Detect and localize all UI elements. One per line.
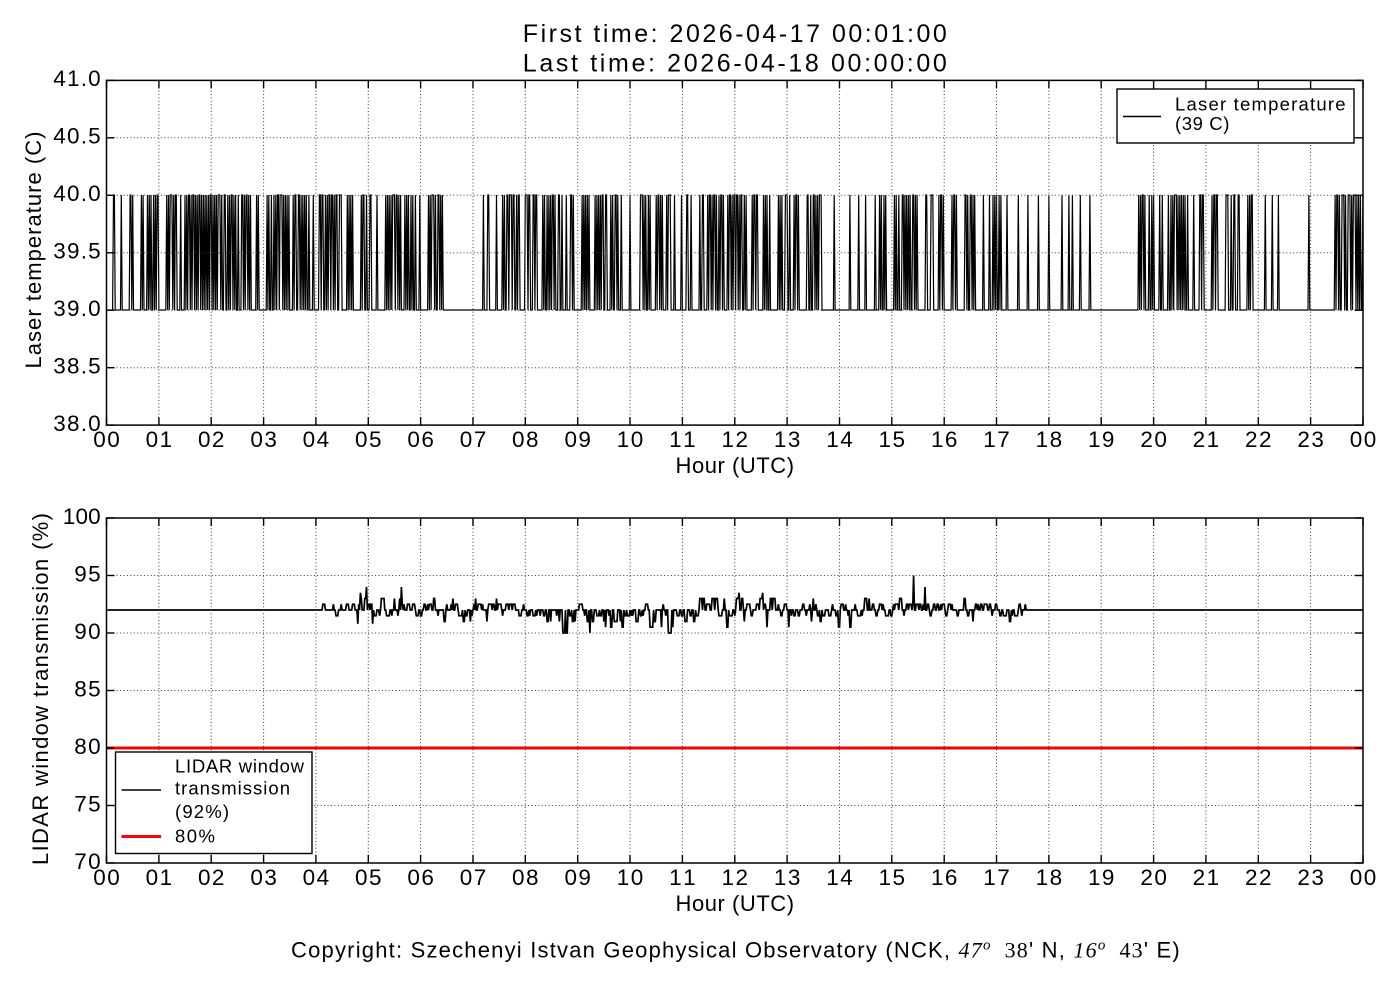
svg-text:14: 14 xyxy=(826,865,853,890)
svg-text:03: 03 xyxy=(250,865,277,890)
svg-text:00: 00 xyxy=(1350,427,1377,452)
svg-text:Laser temperature: Laser temperature xyxy=(1175,94,1346,115)
svg-text:39.0: 39.0 xyxy=(53,296,101,321)
svg-text:38.0: 38.0 xyxy=(53,411,101,436)
svg-text:39.5: 39.5 xyxy=(53,239,101,264)
svg-text:16: 16 xyxy=(931,865,958,890)
svg-text:04: 04 xyxy=(303,865,330,890)
svg-text:05: 05 xyxy=(355,865,382,890)
svg-text:transmission: transmission xyxy=(175,778,290,799)
svg-text:09: 09 xyxy=(564,427,591,452)
svg-text:02: 02 xyxy=(198,427,225,452)
svg-text:00: 00 xyxy=(93,865,120,890)
svg-text:10: 10 xyxy=(617,427,644,452)
svg-text:15: 15 xyxy=(879,427,906,452)
svg-text:14: 14 xyxy=(826,427,853,452)
svg-text:Hour (UTC): Hour (UTC) xyxy=(676,891,795,916)
svg-text:22: 22 xyxy=(1245,427,1272,452)
svg-text:19: 19 xyxy=(1088,427,1115,452)
svg-text:11: 11 xyxy=(669,865,696,890)
svg-text:23: 23 xyxy=(1297,865,1324,890)
svg-text:21: 21 xyxy=(1193,865,1220,890)
svg-text:09: 09 xyxy=(564,865,591,890)
svg-text:19: 19 xyxy=(1088,865,1115,890)
svg-text:90: 90 xyxy=(74,619,101,644)
svg-text:07: 07 xyxy=(460,865,487,890)
svg-text:LIDAR window transmission (%): LIDAR window transmission (%) xyxy=(28,513,53,865)
svg-text:Last time: 2026-04-18 00:00:00: Last time: 2026-04-18 00:00:00 xyxy=(523,50,947,78)
svg-text:18: 18 xyxy=(1036,865,1063,890)
svg-text:LIDAR window: LIDAR window xyxy=(175,756,305,777)
svg-text:Copyright: Szechenyi Istvan Ge: Copyright: Szechenyi Istvan Geophysical … xyxy=(291,938,1181,963)
svg-text:Laser temperature (C): Laser temperature (C) xyxy=(21,132,46,369)
svg-text:75: 75 xyxy=(74,791,101,816)
svg-text:41.0: 41.0 xyxy=(53,66,101,91)
svg-text:80: 80 xyxy=(74,734,101,759)
svg-text:01: 01 xyxy=(146,865,173,890)
svg-text:(92%): (92%) xyxy=(175,801,229,822)
svg-text:00: 00 xyxy=(1350,865,1377,890)
svg-text:05: 05 xyxy=(355,427,382,452)
svg-text:95: 95 xyxy=(74,561,101,586)
svg-text:08: 08 xyxy=(512,427,539,452)
svg-text:40.5: 40.5 xyxy=(53,124,101,149)
svg-text:01: 01 xyxy=(146,427,173,452)
svg-text:08: 08 xyxy=(512,865,539,890)
svg-text:11: 11 xyxy=(669,427,696,452)
svg-text:16: 16 xyxy=(931,427,958,452)
svg-text:22: 22 xyxy=(1245,865,1272,890)
svg-text:17: 17 xyxy=(983,427,1010,452)
svg-text:80%: 80% xyxy=(175,826,215,847)
svg-text:07: 07 xyxy=(460,427,487,452)
svg-text:06: 06 xyxy=(407,865,434,890)
svg-text:Hour (UTC): Hour (UTC) xyxy=(676,453,795,478)
svg-text:20: 20 xyxy=(1140,427,1167,452)
svg-text:First time: 2026-04-17 00:01:0: First time: 2026-04-17 00:01:00 xyxy=(523,20,947,48)
svg-text:13: 13 xyxy=(774,865,801,890)
svg-text:15: 15 xyxy=(879,865,906,890)
svg-text:20: 20 xyxy=(1140,865,1167,890)
svg-text:02: 02 xyxy=(198,865,225,890)
svg-text:100: 100 xyxy=(63,504,101,529)
svg-text:04: 04 xyxy=(303,427,330,452)
svg-text:13: 13 xyxy=(774,427,801,452)
svg-text:06: 06 xyxy=(407,427,434,452)
svg-text:40.0: 40.0 xyxy=(53,181,101,206)
svg-text:23: 23 xyxy=(1297,427,1324,452)
svg-text:12: 12 xyxy=(722,427,749,452)
svg-text:12: 12 xyxy=(722,865,749,890)
svg-text:17: 17 xyxy=(983,865,1010,890)
svg-text:00: 00 xyxy=(93,427,120,452)
svg-text:03: 03 xyxy=(250,427,277,452)
svg-text:10: 10 xyxy=(617,865,644,890)
svg-text:38.5: 38.5 xyxy=(53,354,101,379)
svg-text:70: 70 xyxy=(74,849,101,874)
svg-text:21: 21 xyxy=(1193,427,1220,452)
svg-text:18: 18 xyxy=(1036,427,1063,452)
svg-text:(39 C): (39 C) xyxy=(1175,113,1229,134)
svg-text:85: 85 xyxy=(74,676,101,701)
